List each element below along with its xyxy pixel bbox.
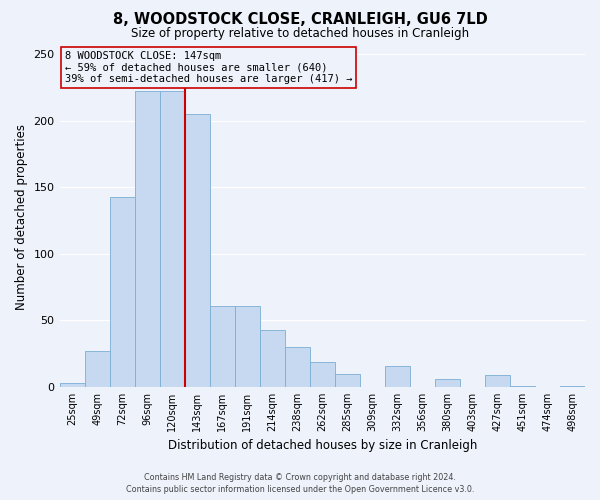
Bar <box>335 374 360 387</box>
Bar <box>160 92 185 387</box>
Bar <box>110 196 134 387</box>
Bar <box>385 366 410 387</box>
Text: 8, WOODSTOCK CLOSE, CRANLEIGH, GU6 7LD: 8, WOODSTOCK CLOSE, CRANLEIGH, GU6 7LD <box>113 12 487 28</box>
Bar <box>310 362 335 387</box>
Bar <box>560 386 585 387</box>
Text: Contains HM Land Registry data © Crown copyright and database right 2024.
Contai: Contains HM Land Registry data © Crown c… <box>126 472 474 494</box>
Bar <box>185 114 209 387</box>
Bar <box>235 306 260 387</box>
Bar <box>435 379 460 387</box>
Bar <box>85 351 110 387</box>
Bar <box>285 347 310 387</box>
Bar <box>134 92 160 387</box>
Bar <box>260 330 285 387</box>
Bar <box>510 386 535 387</box>
Y-axis label: Number of detached properties: Number of detached properties <box>15 124 28 310</box>
Bar <box>59 383 85 387</box>
Text: Size of property relative to detached houses in Cranleigh: Size of property relative to detached ho… <box>131 28 469 40</box>
Bar <box>485 375 510 387</box>
Text: 8 WOODSTOCK CLOSE: 147sqm
← 59% of detached houses are smaller (640)
39% of semi: 8 WOODSTOCK CLOSE: 147sqm ← 59% of detac… <box>65 51 352 84</box>
Bar <box>209 306 235 387</box>
X-axis label: Distribution of detached houses by size in Cranleigh: Distribution of detached houses by size … <box>167 440 477 452</box>
